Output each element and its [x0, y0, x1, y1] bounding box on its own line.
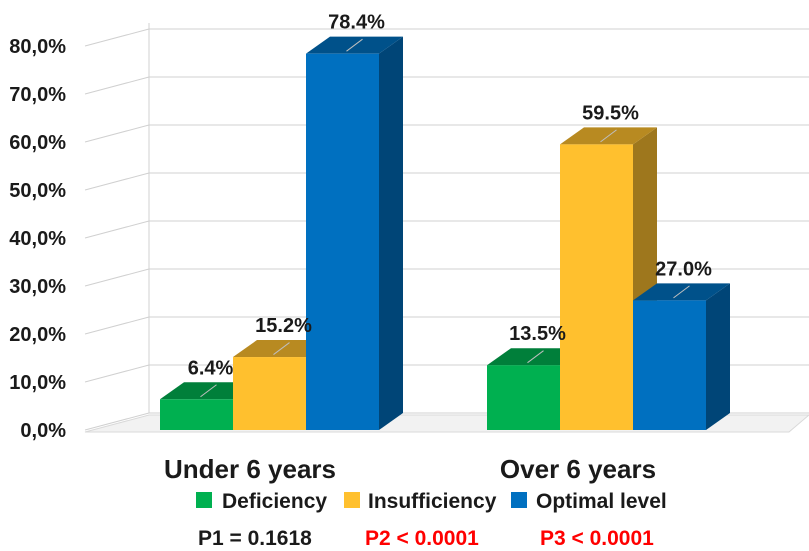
leader-line [273, 342, 290, 355]
gridline-side [84, 268, 150, 287]
y-tick-label: 50,0% [9, 180, 66, 202]
bar-front [633, 300, 706, 430]
y-axis-tick-labels: 0,0% 10,0% 20,0% 30,0% 40,0% 50,0% 60,0% 70,0% 8… [9, 36, 66, 442]
legend-label-deficiency: Deficiency [222, 490, 327, 513]
gridline-side [84, 76, 150, 95]
p1-value: P1 = 0.1618 [198, 527, 312, 550]
gridline-side [84, 364, 150, 383]
y-tick-label: 30,0% [9, 276, 66, 298]
gridline-side [84, 172, 150, 191]
bar-front [306, 53, 379, 431]
bar-front [233, 357, 306, 430]
y-tick-label: 10,0% [9, 372, 66, 394]
leader-line [527, 350, 544, 364]
bar-optimal-level-under-6 [306, 36, 403, 431]
bar-side [379, 36, 403, 431]
bar-front [487, 365, 560, 430]
data-labels: 6.4% 15.2% 78.4% 13.5% 59.5% 27.0% [188, 12, 712, 398]
gridline-side [84, 316, 150, 335]
data-label: 6.4% [188, 357, 234, 379]
gridline-side [84, 412, 150, 431]
data-label: 59.5% [582, 102, 639, 124]
legend-label-optimal-level: Optimal level [536, 490, 667, 513]
y-tick-label: 70,0% [9, 84, 66, 106]
leader-line [600, 129, 617, 143]
y-tick-label: 0,0% [20, 420, 66, 442]
leader-line [346, 38, 363, 52]
gridline-side [84, 28, 150, 47]
bar-optimal-level-over-6 [633, 283, 730, 430]
category-labels: Under 6 years Over 6 years [164, 454, 656, 484]
bar-front [560, 144, 633, 430]
data-label: 15.2% [255, 315, 312, 337]
data-label: 13.5% [509, 323, 566, 345]
category-label: Under 6 years [164, 454, 336, 484]
legend-swatch-deficiency [196, 492, 212, 508]
data-label: 27.0% [655, 258, 712, 280]
bar-side [706, 283, 730, 430]
legend-swatch-insufficiency [344, 492, 360, 508]
bar-front [160, 399, 233, 430]
category-label: Over 6 years [500, 454, 656, 484]
y-tick-label: 40,0% [9, 228, 66, 250]
y-tick-label: 60,0% [9, 132, 66, 154]
legend-label-insufficiency: Insufficiency [368, 490, 497, 513]
leader-line [673, 285, 690, 299]
gridlines [84, 23, 809, 431]
bars [160, 36, 730, 431]
data-label: 78.4% [328, 12, 385, 34]
y-tick-label: 20,0% [9, 324, 66, 346]
p3-value: P3 < 0.0001 [540, 527, 654, 550]
y-tick-label: 80,0% [9, 36, 66, 58]
legend-item-deficiency: Deficiency [196, 490, 327, 513]
legend-item-optimal-level: Optimal level [511, 490, 667, 513]
legend-item-insufficiency: Insufficiency [344, 490, 497, 513]
p2-value: P2 < 0.0001 [365, 527, 479, 550]
p-values: P1 = 0.1618 P2 < 0.0001 P3 < 0.0001 [198, 527, 654, 550]
leader-line [200, 384, 217, 398]
gridline-side [84, 124, 150, 143]
legend: Deficiency Insufficiency Optimal level [196, 490, 667, 513]
gridline-side [84, 220, 150, 239]
legend-swatch-optimal-level [511, 492, 527, 508]
